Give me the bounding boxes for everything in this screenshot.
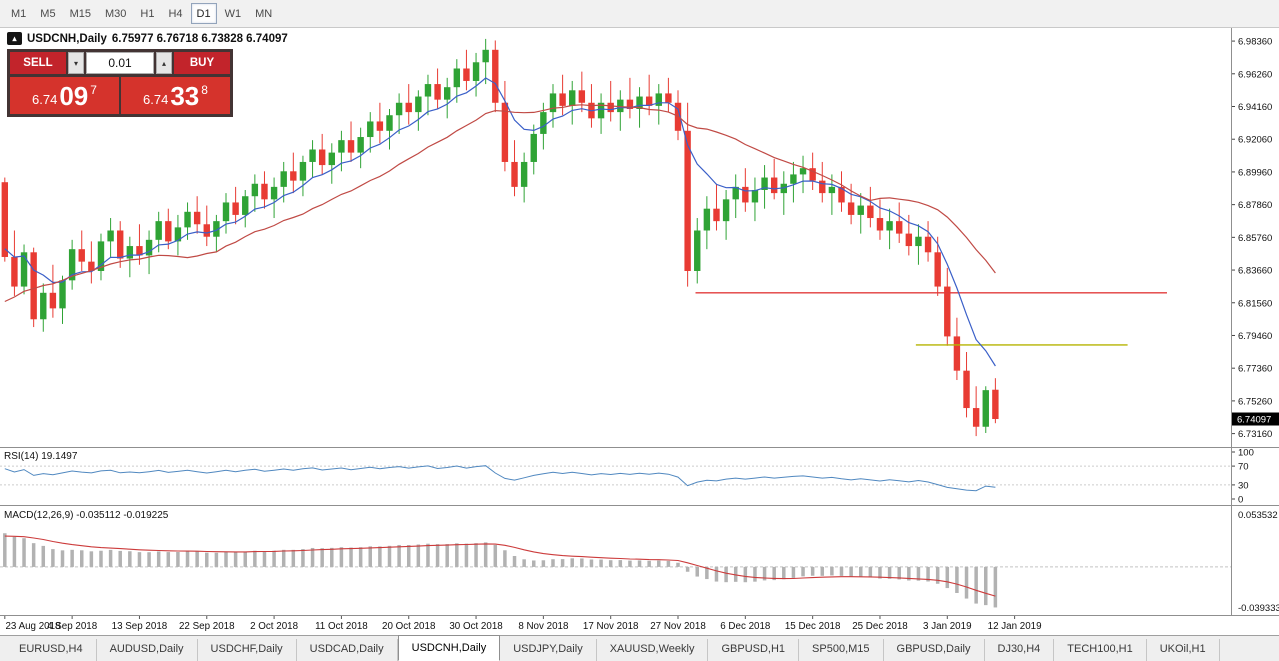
svg-text:MACD(12,26,9) -0.035112 -0.019: MACD(12,26,9) -0.035112 -0.019225 xyxy=(4,510,169,521)
svg-text:6.73160: 6.73160 xyxy=(1238,429,1272,440)
chart-tab-audusd-daily[interactable]: AUDUSD,Daily xyxy=(97,639,198,661)
timeframe-button-w1[interactable]: W1 xyxy=(219,3,248,24)
chart-tab-usdjpy-daily[interactable]: USDJPY,Daily xyxy=(500,639,597,661)
svg-text:17 Nov 2018: 17 Nov 2018 xyxy=(583,621,639,632)
svg-text:6.81560: 6.81560 xyxy=(1238,298,1272,309)
svg-text:8 Nov 2018: 8 Nov 2018 xyxy=(518,621,569,632)
svg-text:3 Jan 2019: 3 Jan 2019 xyxy=(923,621,971,632)
chart-ohlc-values: 6.75977 6.76718 6.73828 6.74097 xyxy=(111,32,288,45)
chevron-down-icon: ▾ xyxy=(73,58,78,68)
bid-pips: 09 xyxy=(59,80,89,111)
chart-tab-gbpusd-h1[interactable]: GBPUSD,H1 xyxy=(708,639,800,661)
svg-text:30: 30 xyxy=(1238,480,1249,491)
chart-symbol-label: USDCNH,Daily xyxy=(27,32,107,45)
svg-text:6.92060: 6.92060 xyxy=(1238,135,1272,146)
chart-tab-xauusd-weekly[interactable]: XAUUSD,Weekly xyxy=(597,639,709,661)
trade-controls-row: SELL ▾ ▴ BUY xyxy=(10,52,230,74)
svg-text:12 Jan 2019: 12 Jan 2019 xyxy=(988,621,1042,632)
buy-button[interactable]: BUY xyxy=(174,52,230,74)
svg-text:13 Sep 2018: 13 Sep 2018 xyxy=(112,621,168,632)
timeframe-button-d1[interactable]: D1 xyxy=(190,3,217,24)
one-click-trading-panel: SELL ▾ ▴ BUY 6.74 09 7 6.74 33 8 xyxy=(7,49,233,117)
svg-text:23 Aug 2018: 23 Aug 2018 xyxy=(5,621,61,632)
svg-text:6.98360: 6.98360 xyxy=(1238,37,1272,48)
timeframe-button-h1[interactable]: H1 xyxy=(134,3,160,24)
volume-decrease-button[interactable]: ▾ xyxy=(68,52,84,74)
collapse-trade-panel-icon[interactable]: ▴ xyxy=(7,32,22,45)
chart-tab-usdcad-daily[interactable]: USDCAD,Daily xyxy=(297,639,398,661)
chart-tab-sp500-m15[interactable]: SP500,M15 xyxy=(799,639,884,661)
bid-big-figure: 6.74 xyxy=(32,91,58,107)
svg-text:100: 100 xyxy=(1238,448,1254,459)
svg-text:70: 70 xyxy=(1238,462,1249,473)
svg-text:0.053532: 0.053532 xyxy=(1238,510,1278,521)
svg-text:20 Oct 2018: 20 Oct 2018 xyxy=(382,621,436,632)
timeframe-button-m5[interactable]: M5 xyxy=(34,3,61,24)
svg-text:6 Dec 2018: 6 Dec 2018 xyxy=(720,621,771,632)
timeframe-button-m30[interactable]: M30 xyxy=(99,3,132,24)
timeframe-toolbar: M1 M5 M15 M30 H1 H4 D1 W1 MN xyxy=(0,0,1279,28)
volume-input[interactable] xyxy=(86,52,154,74)
timeframe-button-m15[interactable]: M15 xyxy=(64,3,97,24)
svg-text:2 Oct 2018: 2 Oct 2018 xyxy=(250,621,298,632)
rsi-indicator-pane[interactable]: 100 70 30 0 RSI(14) 19.1497 xyxy=(0,447,1279,505)
volume-increase-button[interactable]: ▴ xyxy=(156,52,172,74)
sell-price-display[interactable]: 6.74 09 7 xyxy=(10,77,119,114)
svg-text:RSI(14) 19.1497: RSI(14) 19.1497 xyxy=(4,451,78,462)
svg-text:15 Dec 2018: 15 Dec 2018 xyxy=(785,621,841,632)
timeframe-button-m1[interactable]: M1 xyxy=(5,3,32,24)
chart-tabs-bar: EURUSD,H4 AUDUSD,Daily USDCHF,Daily USDCAD,… xyxy=(0,635,1279,661)
svg-text:6.77360: 6.77360 xyxy=(1238,364,1272,375)
chart-tab-dj30-h4[interactable]: DJ30,H4 xyxy=(985,639,1055,661)
svg-text:22 Sep 2018: 22 Sep 2018 xyxy=(179,621,235,632)
bid-pipette: 7 xyxy=(90,83,97,97)
svg-text:6.75260: 6.75260 xyxy=(1238,396,1272,407)
svg-text:6.94160: 6.94160 xyxy=(1238,102,1272,113)
chart-tab-gbpusd-daily[interactable]: GBPUSD,Daily xyxy=(884,639,985,661)
macd-indicator-pane[interactable]: 0.053532 -0.039333 MACD(12,26,9) -0.035112… xyxy=(0,505,1279,615)
sell-button[interactable]: SELL xyxy=(10,52,66,74)
svg-text:6.74097: 6.74097 xyxy=(1237,415,1271,426)
svg-text:11 Oct 2018: 11 Oct 2018 xyxy=(315,621,368,632)
svg-text:6.87860: 6.87860 xyxy=(1238,200,1272,211)
svg-text:6.79460: 6.79460 xyxy=(1238,331,1272,342)
svg-text:-0.039333: -0.039333 xyxy=(1238,603,1279,614)
ask-pips: 33 xyxy=(170,80,200,111)
chevron-up-icon: ▴ xyxy=(161,58,166,68)
chart-tab-usdcnh-daily[interactable]: USDCNH,Daily xyxy=(397,635,501,661)
buy-price-display[interactable]: 6.74 33 8 xyxy=(121,77,230,114)
svg-text:6.89960: 6.89960 xyxy=(1238,167,1272,178)
svg-text:0: 0 xyxy=(1238,495,1243,506)
chart-tab-eurusd-h4[interactable]: EURUSD,H4 xyxy=(6,639,97,661)
ask-pipette: 8 xyxy=(201,83,208,97)
chart-title: ▴ USDCNH,Daily 6.75977 6.76718 6.73828 6… xyxy=(7,32,288,45)
svg-text:4 Sep 2018: 4 Sep 2018 xyxy=(47,621,98,632)
svg-text:30 Oct 2018: 30 Oct 2018 xyxy=(449,621,503,632)
svg-text:6.96260: 6.96260 xyxy=(1238,69,1272,80)
chart-area: 6.98360 6.96260 6.94160 6.92060 6.89960 6.878… xyxy=(0,28,1279,635)
chart-tab-usdchf-daily[interactable]: USDCHF,Daily xyxy=(198,639,297,661)
chart-tab-ukoil-h1[interactable]: UKOil,H1 xyxy=(1147,639,1220,661)
ask-big-figure: 6.74 xyxy=(143,91,169,107)
price-chart-pane[interactable]: 6.98360 6.96260 6.94160 6.92060 6.89960 6.878… xyxy=(0,28,1279,447)
svg-text:27 Nov 2018: 27 Nov 2018 xyxy=(650,621,706,632)
timeframe-button-mn[interactable]: MN xyxy=(249,3,278,24)
svg-text:6.85760: 6.85760 xyxy=(1238,233,1272,244)
chart-tab-tech100-h1[interactable]: TECH100,H1 xyxy=(1054,639,1147,661)
svg-text:25 Dec 2018: 25 Dec 2018 xyxy=(852,621,908,632)
svg-text:6.83660: 6.83660 xyxy=(1238,266,1272,277)
timeframe-button-h4[interactable]: H4 xyxy=(162,3,188,24)
trade-prices-row: 6.74 09 7 6.74 33 8 xyxy=(10,77,230,114)
